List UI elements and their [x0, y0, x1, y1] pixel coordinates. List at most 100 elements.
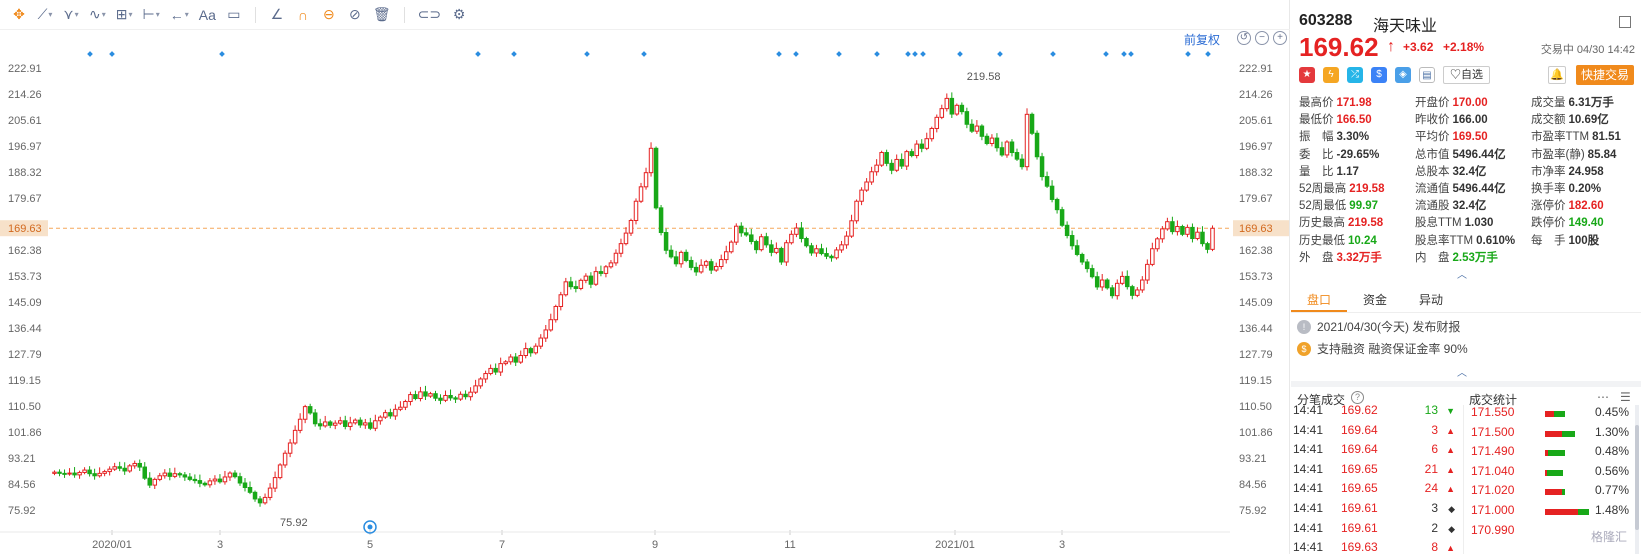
tab-0[interactable]: 盘口 [1291, 283, 1348, 312]
adjust-type-link[interactable]: 前复权 [1184, 33, 1221, 47]
candle-body [373, 420, 378, 429]
quote-value: 3.32万手 [1336, 251, 1382, 264]
quote-row: 历史最低 10.24 股息率TTM 0.610% 每 手 100股 [1299, 232, 1639, 249]
quote-value: 99.97 [1349, 200, 1379, 213]
stat-price: 171.040 [1471, 463, 1515, 478]
event-marker-icon [905, 51, 911, 57]
zoom-in-icon[interactable]: + [1273, 31, 1287, 45]
y-tick-label-left: 205.61 [8, 115, 42, 127]
tab-2[interactable]: 异动 [1419, 293, 1444, 307]
document-icon[interactable]: ▤ [1419, 67, 1435, 83]
reset-zoom-icon[interactable]: ↺ [1237, 31, 1251, 45]
tag-icon[interactable]: ◈ [1395, 67, 1411, 83]
candle-body [217, 478, 223, 483]
candle-body [222, 476, 228, 483]
x-tick-label: 3 [1059, 539, 1065, 551]
feature-icon-row: ★ ϟ ⤮ $ ◈ ▤ ♡自选 [1299, 66, 1490, 84]
volume-stats-list[interactable]: 171.550 0.45% 171.500 1.30% 171.490 0.48% 171.… [1465, 405, 1635, 542]
flag-cn-icon[interactable]: ★ [1299, 67, 1315, 83]
text-tool-label[interactable]: Aa [198, 6, 216, 23]
stat-row: 171.000 1.48% [1465, 503, 1635, 523]
candle-body [438, 397, 443, 401]
candle-body [302, 406, 308, 420]
tick-price: 169.64 [1341, 422, 1378, 437]
quote-cell: 最高价 171.98 [1299, 94, 1372, 110]
quick-trade-button[interactable]: 快捷交易 [1576, 65, 1635, 85]
magnet-icon[interactable]: ∩ [297, 6, 308, 23]
stat-bar [1545, 430, 1575, 437]
zoom-out-icon[interactable]: − [1255, 31, 1269, 45]
x-tick-label: 5 [367, 539, 373, 551]
help-icon[interactable]: ? [1351, 391, 1364, 404]
candle-body [1125, 275, 1130, 288]
candle-body [1185, 226, 1190, 235]
event-marker-icon [1205, 51, 1211, 57]
candle-body [378, 416, 383, 422]
y-tick-label-left: 110.50 [8, 401, 41, 413]
candle-body [548, 319, 554, 331]
angle-tool-icon[interactable]: ∠ [270, 6, 284, 22]
candle-body [829, 255, 834, 259]
segment-tool-icon[interactable]: ⟋ ▾ [37, 6, 53, 22]
candle-body [578, 279, 584, 289]
candle-body [568, 281, 574, 288]
quote-label: 股息TTM [1415, 217, 1462, 230]
fib-tool-icon[interactable]: ⊞ ▾ [115, 6, 133, 22]
crosshair-move-icon[interactable]: ✥ [13, 6, 25, 22]
lightning-icon[interactable]: ϟ [1323, 67, 1339, 83]
quote-cell: 历史最低 10.24 [1299, 232, 1377, 248]
kline-chart-pane[interactable]: 222.91 222.91 214.26 214.26 205.61 205.61 196.… [0, 0, 1290, 554]
pitchfork-tool-icon[interactable]: ⋎ ▾ [63, 6, 79, 22]
link-icon[interactable]: ⊂⊃ [417, 6, 442, 22]
candle-body [633, 200, 639, 221]
trash-icon[interactable]: 🗑 [372, 6, 391, 22]
wave-tool-icon[interactable]: ∿ ▾ [89, 6, 106, 22]
hide-drawings-icon[interactable]: ⊘ [348, 6, 361, 22]
shuffle-icon[interactable]: ⤮ [1347, 67, 1363, 83]
candle-body [177, 473, 183, 476]
candle-body [764, 236, 769, 246]
list-view-icon[interactable]: ☰ [1620, 390, 1631, 404]
more-options-icon[interactable]: ⋯ [1597, 390, 1609, 404]
arrow-tool-icon[interactable]: ← ▾ [169, 6, 189, 23]
candle-body [744, 232, 749, 236]
ellipse-tool-icon[interactable]: ⊖ [322, 6, 335, 22]
candle-body [92, 473, 97, 477]
candle-body [262, 496, 268, 504]
y-tick-label-left: 214.26 [8, 89, 42, 101]
tick-time: 14:41 [1293, 520, 1324, 535]
settings-gear-icon[interactable]: ⚙ [452, 6, 466, 22]
notice-earnings[interactable]: ! 2021/04/30(今天) 发布财报 [1297, 318, 1460, 335]
candle-body [383, 412, 388, 418]
candle-body [503, 361, 508, 365]
candle-body [879, 152, 884, 166]
candle-body [493, 367, 498, 373]
add-watchlist-button[interactable]: ♡自选 [1443, 66, 1490, 84]
collapse-chevron-icon[interactable]: ︿ [1457, 270, 1467, 281]
candle-body [984, 135, 990, 145]
measure-tool-icon[interactable]: ⊢ ▾ [142, 6, 160, 22]
notice-margin[interactable]: $ 支持融资 融资保证金率 90% [1297, 340, 1468, 357]
candle-body [698, 264, 704, 273]
tab-1[interactable]: 资金 [1363, 293, 1388, 307]
candle-body [623, 232, 629, 245]
comment-tool-icon[interactable]: ▭ [227, 6, 241, 22]
popout-window-icon[interactable] [1619, 16, 1631, 28]
candle-body [718, 259, 724, 267]
candle-body [538, 337, 544, 347]
stat-pct: 0.77% [1594, 483, 1629, 498]
current-price-label-left: 169.63 [8, 223, 42, 235]
quote-value: 2.53万手 [1452, 251, 1498, 264]
collapse-chevron-icon[interactable]: ︿ [1457, 368, 1467, 379]
dollar-icon[interactable]: $ [1371, 67, 1387, 83]
kline-chart[interactable]: 222.91 222.91 214.26 214.26 205.61 205.61 196.… [0, 0, 1290, 554]
event-marker-icon [511, 51, 517, 57]
scrollbar-thumb[interactable] [1635, 425, 1639, 530]
tick-list[interactable]: 14:41 169.62 13 ▼ 14:41 169.64 3 ▲ 14:41 169.64 6 ▲… [1291, 403, 1461, 554]
candle-body [979, 125, 985, 137]
candle-body [939, 108, 945, 118]
alert-bell-icon[interactable]: 🔔 [1548, 66, 1566, 84]
candle-body [1130, 286, 1135, 296]
candle-body [678, 251, 684, 265]
event-marker-icon [912, 51, 918, 57]
